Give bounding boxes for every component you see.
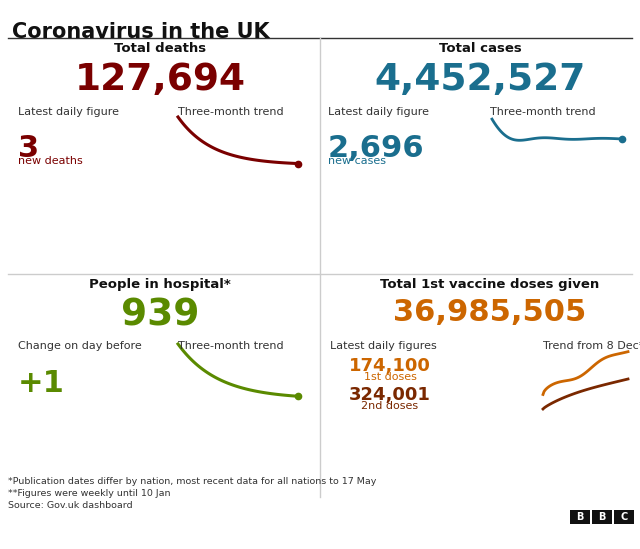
Text: 1st doses: 1st doses — [364, 372, 417, 382]
Text: People in hospital*: People in hospital* — [89, 278, 231, 291]
Text: 127,694: 127,694 — [74, 62, 246, 98]
Text: Latest daily figure: Latest daily figure — [18, 107, 119, 117]
Text: 174,100: 174,100 — [349, 357, 431, 375]
Text: new deaths: new deaths — [18, 156, 83, 166]
Text: B: B — [576, 512, 584, 522]
Text: Total 1st vaccine doses given: Total 1st vaccine doses given — [380, 278, 600, 291]
Text: Change on day before: Change on day before — [18, 341, 141, 351]
Text: 36,985,505: 36,985,505 — [394, 298, 587, 327]
Text: Three-month trend: Three-month trend — [178, 341, 284, 351]
Text: Coronavirus in the UK: Coronavirus in the UK — [12, 22, 269, 42]
Bar — [592, 510, 612, 524]
Bar — [570, 510, 590, 524]
Text: Source: Gov.uk dashboard: Source: Gov.uk dashboard — [8, 501, 132, 510]
Text: 939: 939 — [121, 298, 199, 334]
Text: Latest daily figure: Latest daily figure — [328, 107, 429, 117]
Text: Trend from 8 Dec**: Trend from 8 Dec** — [543, 341, 640, 351]
Text: Three-month trend: Three-month trend — [178, 107, 284, 117]
Text: Total cases: Total cases — [438, 42, 522, 55]
Text: Latest daily figures: Latest daily figures — [330, 341, 436, 351]
Text: 3: 3 — [18, 134, 39, 163]
Text: 2nd doses: 2nd doses — [362, 401, 419, 411]
Text: new cases: new cases — [328, 156, 386, 166]
Text: B: B — [598, 512, 605, 522]
Text: Total deaths: Total deaths — [114, 42, 206, 55]
Bar — [614, 510, 634, 524]
Text: **Figures were weekly until 10 Jan: **Figures were weekly until 10 Jan — [8, 489, 170, 498]
Text: 324,001: 324,001 — [349, 386, 431, 404]
Text: 4,452,527: 4,452,527 — [374, 62, 586, 98]
Text: Three-month trend: Three-month trend — [490, 107, 596, 117]
Text: C: C — [620, 512, 628, 522]
Text: 2,696: 2,696 — [328, 134, 424, 163]
Text: +1: +1 — [18, 369, 65, 398]
Text: *Publication dates differ by nation, most recent data for all nations to 17 May: *Publication dates differ by nation, mos… — [8, 477, 376, 486]
